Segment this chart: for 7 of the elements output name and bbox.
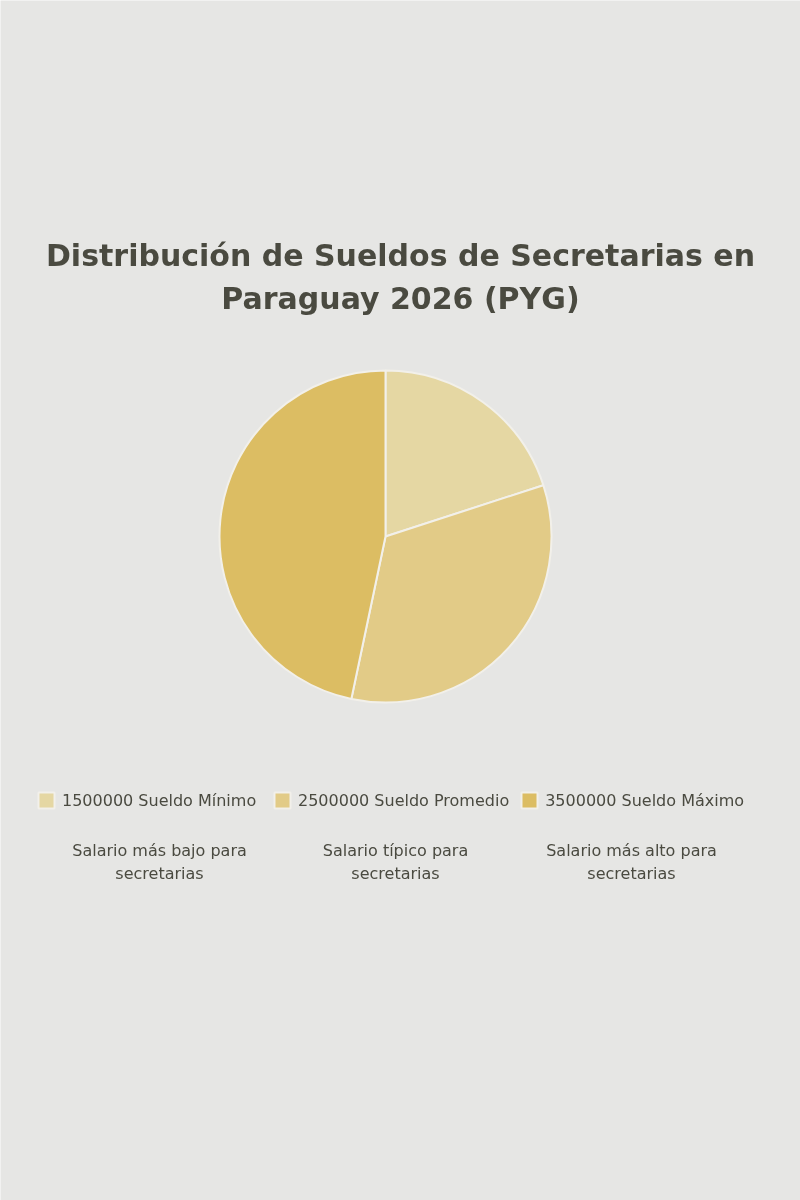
legend-label: 1500000 Sueldo Mínimo	[62, 790, 258, 810]
chart-title: Distribución de Sueldos de Secretarias en Paraguay 2026 (PYG)	[45, 238, 756, 316]
legend-label: 2500000 Sueldo Promedio	[298, 790, 510, 810]
legend-label: 3500000 Sueldo Máximo	[545, 790, 746, 810]
text: Salario típico para secretarias	[322, 841, 469, 883]
text: Salario más bajo para secretarias	[72, 841, 247, 883]
text: Salario más alto para secretarias	[546, 841, 717, 883]
